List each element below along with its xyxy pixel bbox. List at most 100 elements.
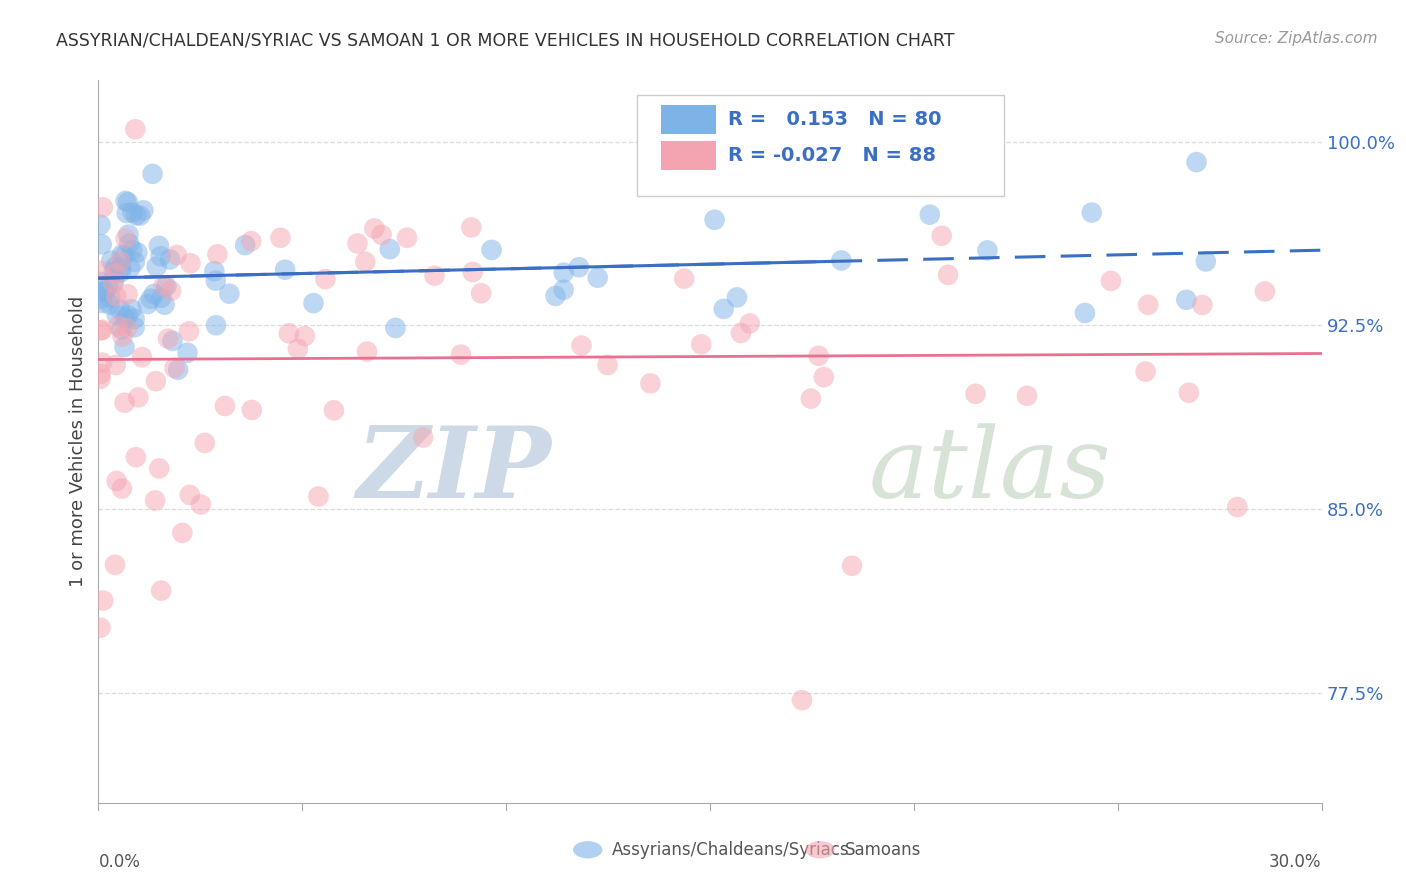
Point	[117, 227, 139, 242]
Point	[104, 358, 127, 372]
Point	[294, 329, 316, 343]
Point	[153, 298, 176, 312]
Point	[167, 363, 190, 377]
Point	[136, 297, 159, 311]
Point	[89, 264, 111, 278]
Point	[121, 205, 143, 219]
Point	[117, 308, 139, 322]
Point	[114, 311, 136, 326]
Point	[108, 302, 131, 317]
Point	[713, 301, 735, 316]
Point	[115, 206, 138, 220]
Point	[114, 395, 136, 409]
Point	[111, 329, 134, 343]
Point	[596, 358, 619, 372]
Point	[807, 349, 830, 363]
Point	[127, 390, 149, 404]
Point	[936, 268, 959, 282]
Point	[287, 342, 309, 356]
Point	[214, 399, 236, 413]
Point	[105, 289, 128, 303]
Point	[111, 482, 134, 496]
Point	[568, 260, 591, 275]
Point	[690, 337, 713, 351]
Point	[586, 270, 609, 285]
Text: R = -0.027   N = 88: R = -0.027 N = 88	[728, 146, 936, 165]
Point	[1099, 274, 1122, 288]
Point	[738, 317, 761, 331]
Point	[107, 318, 129, 333]
Point	[120, 302, 142, 317]
Point	[1015, 389, 1038, 403]
Point	[143, 286, 166, 301]
Point	[110, 322, 132, 336]
Bar	[661, 141, 716, 169]
Point	[150, 291, 173, 305]
Point	[274, 262, 297, 277]
Text: Samoans: Samoans	[845, 841, 921, 859]
Point	[179, 488, 201, 502]
Circle shape	[806, 841, 835, 858]
Point	[179, 256, 201, 270]
Point	[1080, 205, 1102, 219]
Point	[177, 324, 200, 338]
Point	[114, 340, 136, 354]
Point	[314, 272, 336, 286]
Point	[141, 167, 163, 181]
Point	[150, 583, 173, 598]
Text: ASSYRIAN/CHALDEAN/SYRIAC VS SAMOAN 1 OR MORE VEHICLES IN HOUSEHOLD CORRELATION C: ASSYRIAN/CHALDEAN/SYRIAC VS SAMOAN 1 OR …	[56, 31, 955, 49]
Point	[1175, 293, 1198, 307]
Point	[202, 264, 225, 278]
Point	[125, 450, 148, 465]
Text: R =   0.153   N = 80: R = 0.153 N = 80	[728, 110, 942, 128]
Point	[127, 245, 149, 260]
Point	[91, 285, 114, 299]
Point	[104, 558, 127, 572]
Point	[725, 290, 748, 304]
Text: atlas: atlas	[869, 423, 1112, 518]
Point	[1195, 254, 1218, 268]
Point	[277, 326, 299, 341]
Point	[105, 308, 128, 322]
Point	[105, 474, 128, 488]
Point	[703, 212, 725, 227]
Point	[481, 243, 503, 257]
Point	[790, 693, 813, 707]
Point	[571, 338, 593, 352]
Point	[240, 234, 263, 248]
Point	[90, 237, 112, 252]
Point	[91, 593, 114, 607]
Point	[98, 297, 121, 311]
Point	[160, 284, 183, 298]
Point	[157, 332, 180, 346]
Point	[1135, 365, 1157, 379]
Point	[145, 374, 167, 388]
Point	[346, 236, 368, 251]
Point	[104, 260, 127, 274]
Point	[145, 260, 167, 274]
Point	[121, 243, 143, 257]
Point	[450, 348, 472, 362]
Point	[108, 254, 131, 268]
Point	[148, 239, 170, 253]
Point	[97, 279, 120, 293]
Point	[423, 268, 446, 283]
Point	[412, 430, 434, 444]
Point	[218, 286, 240, 301]
Point	[131, 350, 153, 364]
Point	[461, 265, 484, 279]
Point	[673, 271, 696, 285]
Point	[124, 255, 146, 269]
Point	[1191, 298, 1213, 312]
Point	[190, 498, 212, 512]
Point	[89, 372, 111, 386]
Point	[1137, 298, 1160, 312]
Circle shape	[574, 841, 602, 858]
Point	[110, 260, 132, 275]
Point	[1178, 385, 1201, 400]
Point	[172, 525, 194, 540]
Point	[114, 194, 136, 208]
Point	[396, 231, 419, 245]
Point	[354, 254, 377, 268]
Point	[800, 392, 823, 406]
